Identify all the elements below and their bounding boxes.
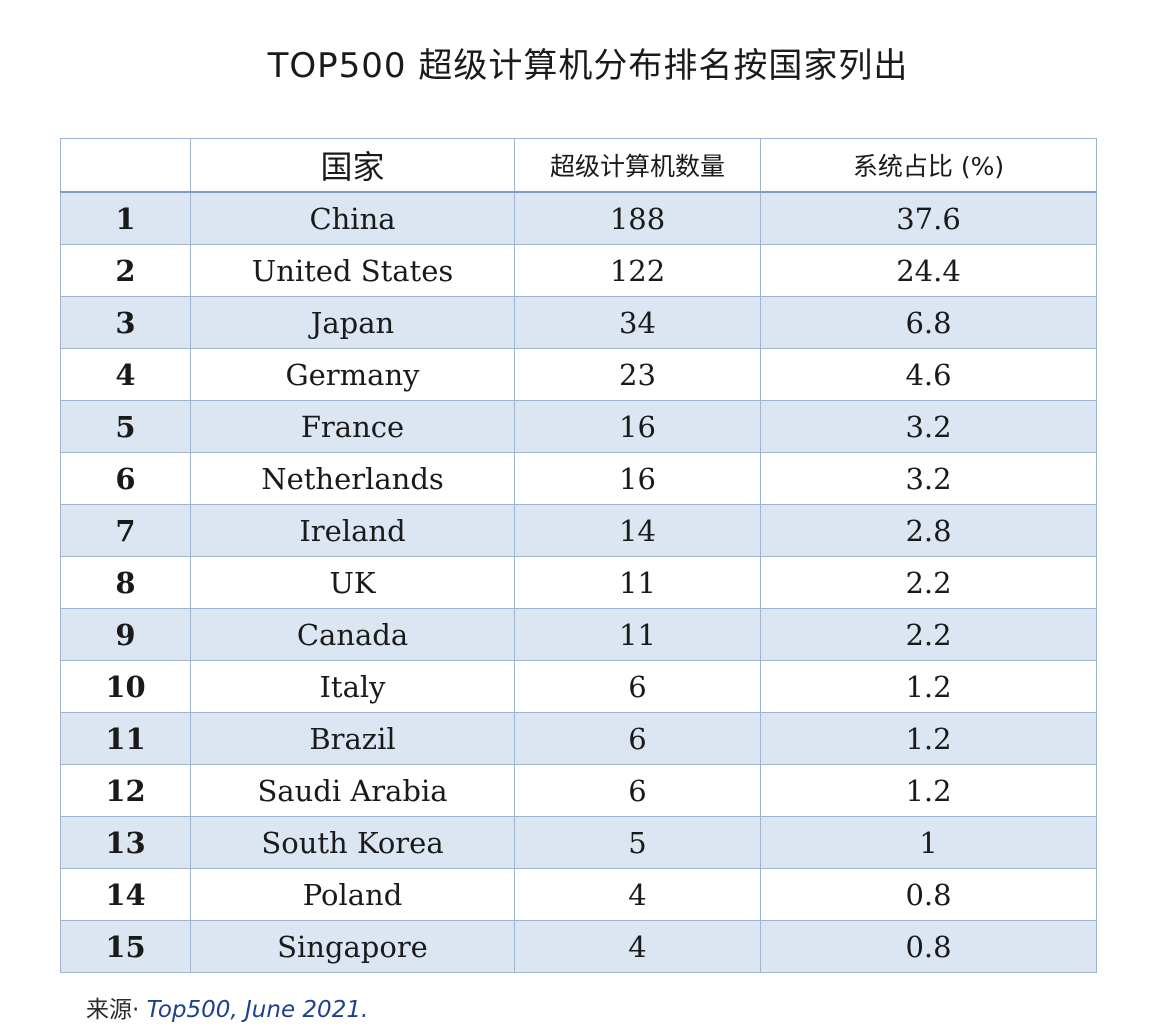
count-cell: 11 [514,556,761,609]
share-cell: 1.2 [760,660,1097,713]
rank-cell: 1 [60,191,191,245]
table-row: 13 South Korea 5 1 [60,816,1097,869]
count-cell: 34 [514,296,761,349]
rank-cell: 3 [60,296,191,349]
source-note: 来源· Top500, June 2021. [86,990,368,1024]
header-system-share: 系统占比 (%) [760,138,1097,193]
count-cell: 11 [514,608,761,661]
table-row: 15 Singapore 4 0.8 [60,920,1097,973]
table-row: 5 France 16 3.2 [60,400,1097,453]
count-cell: 5 [514,816,761,869]
table-row: 6 Netherlands 16 3.2 [60,452,1097,505]
country-cell: Poland [190,868,515,921]
source-reference: Top500, June 2021. [146,997,369,1023]
count-cell: 188 [514,191,761,245]
page-title: TOP500 超级计算机分布排名按国家列出 [267,46,909,86]
share-cell: 37.6 [760,191,1097,245]
rank-cell: 11 [60,712,191,765]
table-row: 14 Poland 4 0.8 [60,868,1097,921]
rank-cell: 8 [60,556,191,609]
table-header-row: 国家 超级计算机数量 系统占比 (%) [60,138,1097,193]
country-cell: Saudi Arabia [190,764,515,817]
supercomputer-ranking-table: 国家 超级计算机数量 系统占比 (%) 1 China 188 37.6 2 U… [60,138,1097,973]
rank-cell: 15 [60,920,191,973]
count-cell: 14 [514,504,761,557]
country-cell: Canada [190,608,515,661]
share-cell: 0.8 [760,920,1097,973]
share-cell: 2.8 [760,504,1097,557]
table-row: 7 Ireland 14 2.8 [60,504,1097,557]
table-row: 3 Japan 34 6.8 [60,296,1097,349]
header-rank [60,138,191,193]
table-row: 4 Germany 23 4.6 [60,348,1097,401]
share-cell: 2.2 [760,608,1097,661]
table-row: 10 Italy 6 1.2 [60,660,1097,713]
share-cell: 0.8 [760,868,1097,921]
rank-cell: 10 [60,660,191,713]
table-row: 9 Canada 11 2.2 [60,608,1097,661]
table-row: 1 China 188 37.6 [60,191,1097,245]
count-cell: 16 [514,452,761,505]
header-country: 国家 [190,138,515,193]
count-cell: 16 [514,400,761,453]
country-cell: South Korea [190,816,515,869]
share-cell: 24.4 [760,244,1097,297]
share-cell: 1.2 [760,764,1097,817]
share-cell: 4.6 [760,348,1097,401]
country-cell: UK [190,556,515,609]
header-supercomputer-count: 超级计算机数量 [514,138,761,193]
rank-cell: 14 [60,868,191,921]
country-cell: Brazil [190,712,515,765]
table-row: 2 United States 122 24.4 [60,244,1097,297]
table-row: 12 Saudi Arabia 6 1.2 [60,764,1097,817]
count-cell: 4 [514,868,761,921]
rank-cell: 6 [60,452,191,505]
count-cell: 6 [514,764,761,817]
country-cell: China [190,191,515,245]
share-cell: 3.2 [760,400,1097,453]
table-row: 8 UK 11 2.2 [60,556,1097,609]
share-cell: 3.2 [760,452,1097,505]
rank-cell: 7 [60,504,191,557]
share-cell: 6.8 [760,296,1097,349]
count-cell: 122 [514,244,761,297]
country-cell: Italy [190,660,515,713]
table-row: 11 Brazil 6 1.2 [60,712,1097,765]
count-cell: 6 [514,660,761,713]
country-cell: Germany [190,348,515,401]
rank-cell: 9 [60,608,191,661]
country-cell: United States [190,244,515,297]
share-cell: 2.2 [760,556,1097,609]
share-cell: 1 [760,816,1097,869]
country-cell: Japan [190,296,515,349]
rank-cell: 4 [60,348,191,401]
count-cell: 23 [514,348,761,401]
rank-cell: 2 [60,244,191,297]
rank-cell: 13 [60,816,191,869]
country-cell: Ireland [190,504,515,557]
share-cell: 1.2 [760,712,1097,765]
country-cell: Singapore [190,920,515,973]
count-cell: 4 [514,920,761,973]
source-label: 来源· [86,997,140,1023]
country-cell: Netherlands [190,452,515,505]
country-cell: France [190,400,515,453]
rank-cell: 5 [60,400,191,453]
count-cell: 6 [514,712,761,765]
rank-cell: 12 [60,764,191,817]
